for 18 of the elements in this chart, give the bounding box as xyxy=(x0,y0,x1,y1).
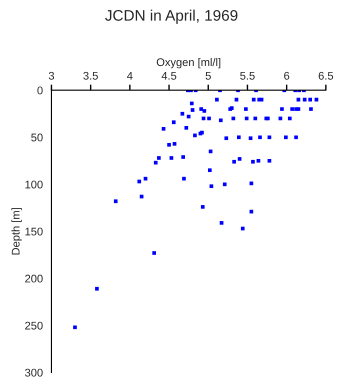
x-tick-label: 4 xyxy=(127,72,133,80)
x-tick-label: 3 xyxy=(48,72,54,80)
x-tick-label: 5.5 xyxy=(240,72,255,80)
y-tick-label: 150 xyxy=(25,228,43,236)
y-tick-label: 100 xyxy=(25,180,43,188)
x-tick-label: 6.5 xyxy=(318,72,334,80)
y-tick-label: 0 xyxy=(37,86,43,94)
y-axis-title: Depth [m] xyxy=(11,208,22,255)
x-tick-label: 4.5 xyxy=(162,72,176,80)
y-tick-label: 200 xyxy=(25,274,43,283)
chart-title: JCDN in April, 1969 xyxy=(105,10,238,24)
x-tick-label: 6 xyxy=(284,72,290,80)
y-tick-label: 50 xyxy=(31,134,43,142)
x-tick-label: 5 xyxy=(206,72,211,80)
y-tick-label: 250 xyxy=(25,322,43,330)
x-axis-title: Oxygen [ml/l] xyxy=(156,58,220,68)
y-tick-label: 300 xyxy=(25,368,43,377)
x-tick-label: 3.5 xyxy=(83,72,98,80)
